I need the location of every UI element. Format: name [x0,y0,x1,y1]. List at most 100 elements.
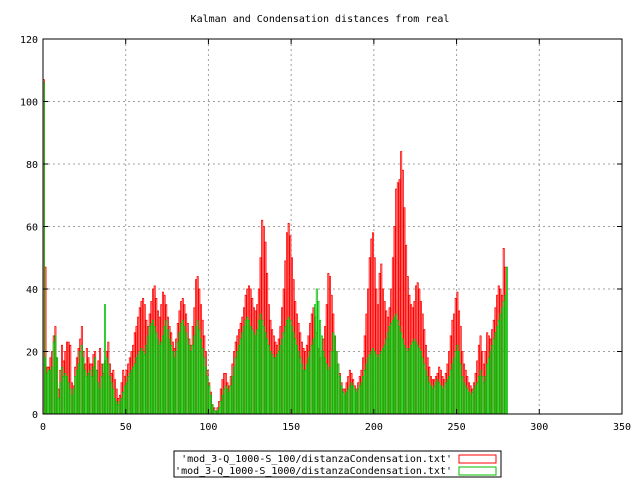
bar [117,404,120,415]
bar [52,341,55,415]
bar [494,332,497,415]
bar [57,397,60,415]
bar [439,385,442,415]
bar [421,357,424,415]
bar [443,385,446,415]
bar [281,338,284,415]
bar [233,366,236,415]
bar [261,319,264,415]
bar [218,407,221,415]
bar [324,357,327,415]
y-tick-label: 0 [32,410,38,421]
bar [112,388,115,415]
bar [51,366,54,415]
x-tick-label: 0 [40,422,46,433]
bar [461,376,464,415]
bar [471,391,474,415]
bar [343,394,346,415]
bar [267,344,270,415]
bar [161,335,164,415]
bar [163,326,166,415]
bar [54,335,57,415]
bar [171,351,174,415]
bar [438,382,441,415]
bar [458,351,461,415]
bar [401,338,404,415]
bar [310,344,313,415]
bar [456,344,459,415]
bar [251,329,254,415]
x-tick-label: 300 [530,422,548,433]
bar [489,351,492,415]
bar [56,357,59,415]
bar [109,376,111,415]
bar [319,319,322,415]
bar [219,401,222,415]
bar [243,326,245,415]
x-tick-label: 200 [365,422,383,433]
bar [420,351,422,415]
bar [345,391,348,415]
bar [49,369,52,415]
bar [388,326,391,415]
bar [104,304,107,415]
bar [320,335,323,415]
bar [436,379,439,415]
bar [97,382,100,415]
bar [147,335,150,415]
bar [325,363,328,415]
bar [150,322,153,415]
bar [476,382,479,415]
bar [89,369,92,415]
bar [158,344,161,415]
bar [87,372,90,415]
bar [262,326,265,415]
bar [238,344,241,415]
bar [289,319,292,415]
bar [252,332,255,415]
bar [272,357,275,415]
bar [74,376,77,415]
bar [408,347,411,415]
x-tick-label: 350 [613,422,631,433]
bar [423,363,426,415]
bar [317,301,320,415]
bar [59,382,62,415]
bar [368,354,371,415]
bar [203,357,206,415]
bar [269,351,272,415]
bar [302,369,305,415]
bar [264,332,267,415]
bar [501,307,504,415]
bar [46,372,49,415]
bar [160,341,163,415]
bar [297,351,300,415]
bar [80,344,83,415]
bar [92,366,95,415]
bar [332,332,335,415]
bar [95,369,98,415]
bar [479,369,482,415]
bar [284,326,287,415]
bar [156,338,159,415]
bar [140,347,143,415]
bar [386,332,389,415]
bar [102,363,105,415]
bar [128,372,131,415]
bar [315,288,318,415]
y-tick-label: 60 [26,223,38,234]
bar [190,351,193,415]
chart-title: Kalman and Condensation distances from r… [191,14,450,25]
bar [64,372,67,415]
bar [492,338,495,415]
bar [403,344,406,415]
bar [337,363,340,415]
bar [47,369,50,415]
legend-box [173,450,502,478]
bar [307,357,310,415]
bar [464,385,467,415]
bar [304,369,307,415]
bar [413,338,416,415]
bar [335,351,338,415]
bar [381,347,384,415]
